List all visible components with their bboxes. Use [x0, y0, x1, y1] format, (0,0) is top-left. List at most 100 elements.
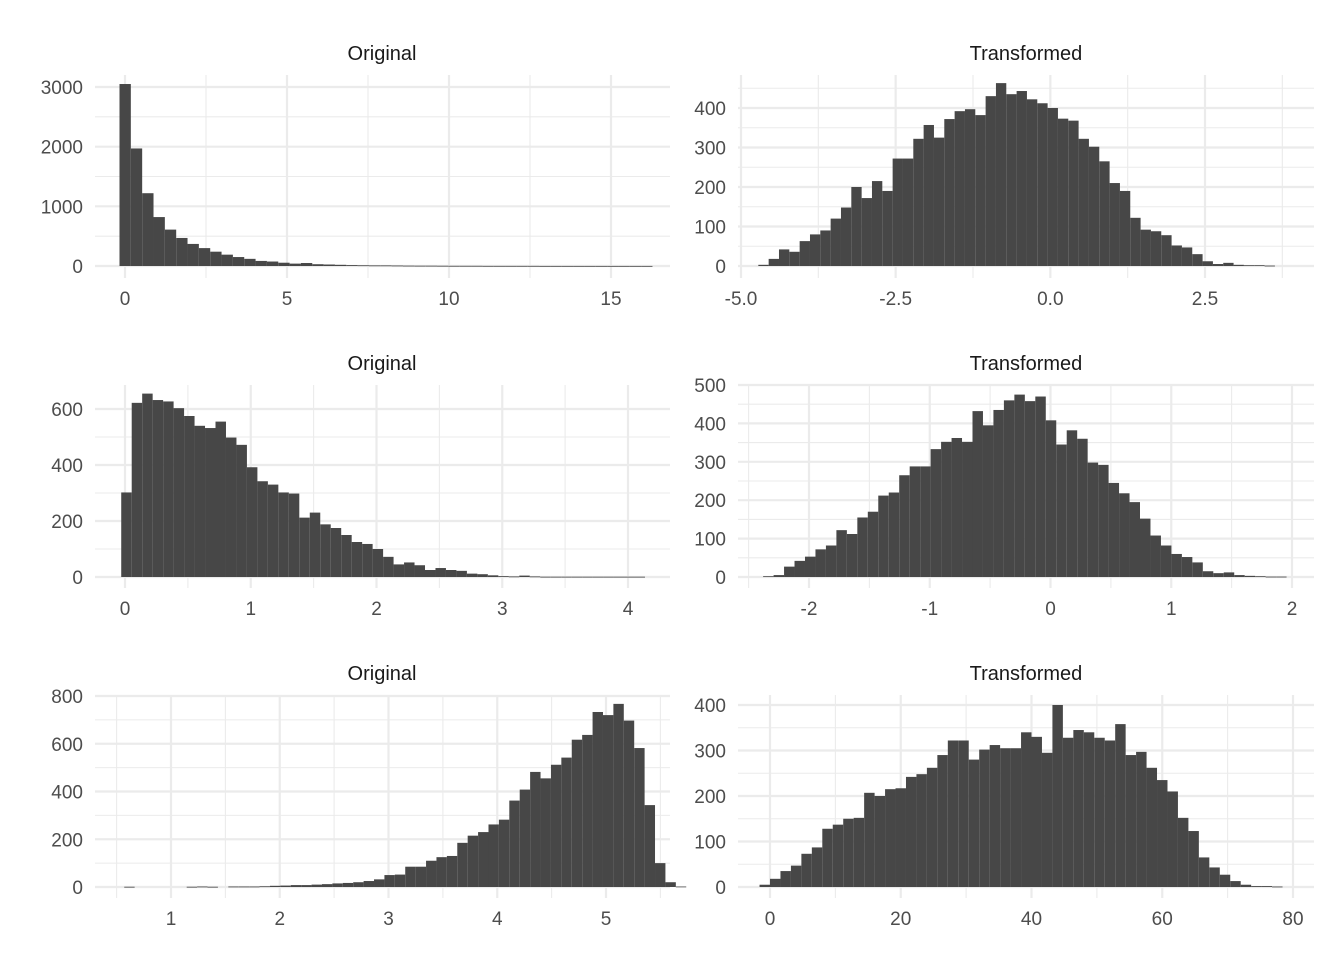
- histogram-bar: [1119, 190, 1131, 266]
- histogram-bar: [1035, 396, 1046, 577]
- histogram-bar: [832, 824, 844, 887]
- y-tick-label: 2000: [41, 138, 83, 159]
- histogram-bar: [1223, 572, 1235, 577]
- histogram-bar: [1230, 881, 1241, 887]
- histogram-bar: [1272, 886, 1283, 888]
- histogram-bar: [1088, 146, 1100, 266]
- histogram-bar: [498, 576, 509, 577]
- histogram-bar: [1181, 247, 1193, 266]
- histogram-bar: [920, 466, 931, 577]
- histogram-bar: [197, 886, 208, 888]
- histogram-bar: [1078, 138, 1089, 266]
- histogram-bar: [944, 119, 955, 266]
- histogram-bar: [1188, 831, 1199, 887]
- histogram-bar: [353, 882, 364, 887]
- histogram-bar: [362, 543, 373, 577]
- histogram-bar: [815, 549, 826, 577]
- y-tick-label: 200: [51, 512, 83, 533]
- histogram-bar: [1202, 261, 1213, 266]
- histogram-bar: [874, 796, 886, 887]
- histogram-bar: [415, 866, 427, 887]
- histogram-bar: [363, 881, 375, 887]
- histogram-bar: [478, 832, 489, 887]
- histogram-bar: [773, 575, 785, 577]
- histogram-bar: [1213, 573, 1224, 577]
- histogram-bar: [655, 863, 666, 887]
- x-tick-label: 0: [120, 289, 131, 310]
- histogram-bar: [142, 393, 153, 577]
- histogram-bar: [985, 96, 996, 267]
- histogram-bar: [436, 857, 447, 887]
- histogram-bar: [878, 495, 889, 577]
- histogram-bar: [1129, 502, 1140, 577]
- histogram-bar: [414, 265, 426, 267]
- histogram-bar: [1083, 732, 1095, 887]
- histogram-bar: [164, 229, 177, 266]
- y-tick-label: 200: [694, 787, 726, 808]
- histogram-bar: [592, 576, 604, 578]
- y-tick-label: 600: [51, 735, 83, 756]
- histogram-bar: [603, 576, 614, 578]
- x-tick-label: 2: [1287, 599, 1298, 620]
- histogram-bar: [131, 402, 143, 577]
- histogram-bar: [1098, 464, 1109, 577]
- x-tick-label: 1: [1166, 599, 1177, 620]
- histogram-bar: [799, 241, 810, 266]
- histogram-bar: [1021, 732, 1032, 887]
- y-tick-label: 400: [694, 696, 726, 717]
- histogram-bar: [391, 265, 403, 267]
- y-tick-label: 400: [51, 783, 83, 804]
- x-tick-label: 2: [371, 599, 382, 620]
- histogram-bar: [584, 265, 596, 267]
- histogram-bar: [582, 734, 593, 887]
- histogram-bar: [186, 886, 198, 888]
- histogram-bar: [482, 265, 494, 267]
- histogram-bar: [1219, 874, 1231, 887]
- histogram-bar: [840, 207, 852, 266]
- x-tick-label: 1: [166, 909, 177, 930]
- histogram-bar: [163, 401, 174, 577]
- histogram-bar: [456, 570, 467, 577]
- y-tick-label: 300: [694, 742, 726, 763]
- histogram-bar: [341, 535, 352, 577]
- histogram-bar: [215, 421, 226, 577]
- histogram-bar: [1087, 462, 1099, 577]
- y-tick-label: 200: [694, 178, 726, 199]
- histogram-bar: [255, 260, 267, 266]
- histogram-bar: [550, 265, 562, 267]
- histogram-bar: [153, 217, 165, 266]
- histogram-bar: [425, 570, 436, 577]
- histogram-bar: [861, 198, 872, 266]
- histogram-bar: [665, 882, 676, 887]
- histogram-bar: [892, 158, 903, 266]
- histogram-bar: [445, 570, 457, 577]
- histogram-bar: [1047, 108, 1058, 266]
- histogram-bar: [550, 576, 562, 578]
- histogram-bar: [487, 575, 499, 577]
- histogram-bar: [1233, 264, 1244, 266]
- histogram-bar: [811, 847, 823, 887]
- histogram-bar: [899, 475, 910, 577]
- panel-title: Original: [348, 43, 417, 65]
- histogram-bar: [457, 842, 468, 887]
- histogram-bar: [466, 573, 478, 577]
- histogram-bar: [1057, 118, 1069, 266]
- histogram-bar: [493, 265, 506, 267]
- panel-title: Transformed: [970, 43, 1083, 65]
- histogram-bar: [830, 218, 841, 266]
- histogram-bar: [351, 542, 363, 577]
- histogram-bar: [334, 264, 347, 266]
- histogram-bar: [380, 265, 392, 267]
- histogram-bar: [1026, 99, 1038, 266]
- panel-title: Original: [348, 353, 417, 375]
- histogram-bar: [1136, 751, 1147, 887]
- histogram-bar: [435, 568, 446, 577]
- x-tick-label: 5: [282, 289, 293, 310]
- histogram-bar: [634, 748, 645, 887]
- histogram-bar: [426, 860, 437, 887]
- x-tick-label: 0: [765, 909, 776, 930]
- histogram-bar: [1192, 254, 1203, 266]
- histogram-bar: [1003, 400, 1015, 577]
- histogram-bar: [459, 265, 472, 267]
- histogram-bar: [1212, 264, 1224, 266]
